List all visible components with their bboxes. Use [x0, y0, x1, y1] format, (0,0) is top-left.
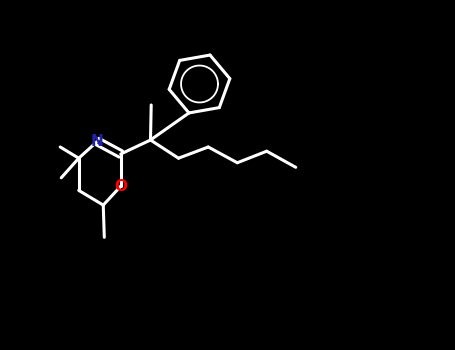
Text: N: N: [91, 134, 104, 149]
Text: O: O: [114, 179, 127, 194]
